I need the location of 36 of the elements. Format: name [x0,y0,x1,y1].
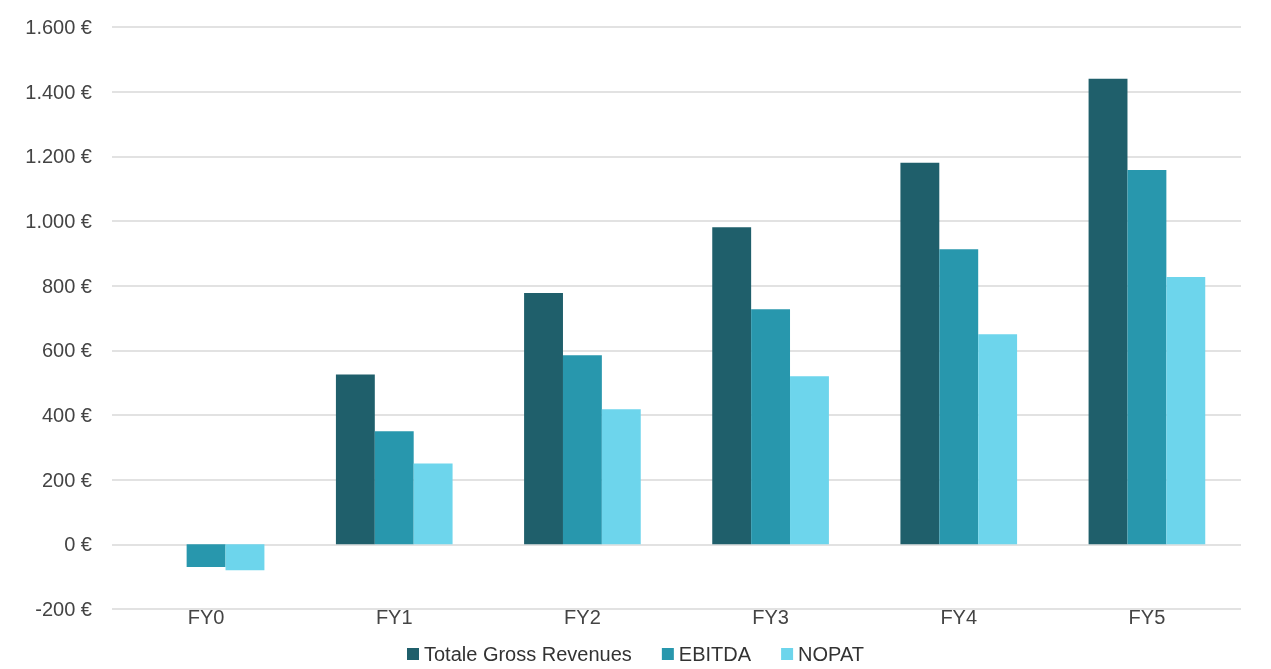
y-tick-label: 1.200 € [25,145,92,168]
bar [186,544,226,567]
bar [939,249,979,545]
y-tick-label: 0 € [64,533,92,556]
bar [374,431,414,545]
x-tick-label: FY2 [564,606,601,628]
legend-label: Totale Gross Revenues [423,643,632,665]
bar [225,544,265,571]
bar [562,355,602,545]
legend-label: NOPAT [798,643,865,665]
y-tick-label: 600 € [41,339,92,362]
y-tick-label: 200 € [41,468,92,491]
y-tick-label: 800 € [41,274,92,297]
y-tick-label: 1.000 € [25,210,92,232]
x-tick-label: FY3 [752,606,789,628]
bar [751,309,791,545]
bar [335,374,375,545]
x-tick-label: FY5 [1128,606,1166,628]
y-tick-label: -200 € [35,598,92,620]
bar [900,162,940,545]
bar [524,293,563,545]
bar [1166,276,1206,545]
bar [1088,78,1128,545]
bar [712,227,752,545]
x-tick-label: FY0 [187,606,225,628]
bar [601,409,641,545]
y-tick-label: 400 € [41,404,92,426]
bar [1127,169,1167,545]
x-tick-label: FY4 [940,606,978,628]
y-tick-label: 1.600 € [25,16,92,38]
x-tick-label: FY1 [375,606,413,628]
bar [790,376,829,545]
legend-label: EBITDA [678,643,752,665]
bar [978,334,1018,545]
bar [413,463,453,545]
y-tick-label: 1.400 € [25,80,92,103]
